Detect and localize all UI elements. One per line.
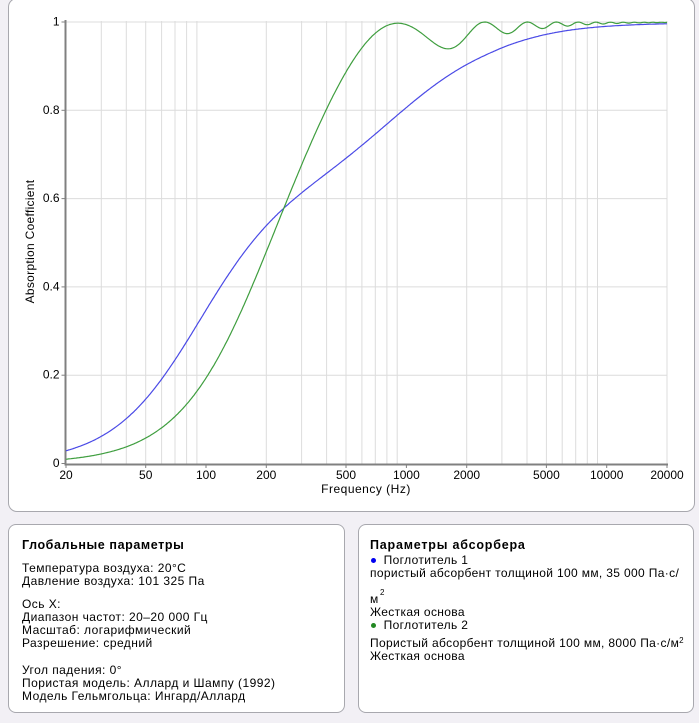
svg-text:500: 500	[336, 468, 356, 482]
svg-text:0.8: 0.8	[43, 103, 60, 117]
svg-text:200: 200	[256, 468, 276, 482]
svg-text:1000: 1000	[393, 468, 420, 482]
svg-text:100: 100	[196, 468, 216, 482]
svg-text:0.4: 0.4	[43, 279, 60, 293]
svg-text:0.2: 0.2	[43, 368, 60, 382]
svg-text:20: 20	[59, 468, 73, 482]
svg-text:0.6: 0.6	[43, 191, 60, 205]
svg-text:0: 0	[53, 456, 60, 470]
svg-text:Absorption Coefficient: Absorption Coefficient	[23, 179, 37, 303]
svg-text:50: 50	[139, 468, 153, 482]
svg-text:5000: 5000	[533, 468, 560, 482]
svg-text:1: 1	[53, 15, 60, 29]
svg-text:Frequency (Hz): Frequency (Hz)	[321, 482, 411, 496]
svg-text:20000: 20000	[650, 468, 684, 482]
svg-text:2000: 2000	[453, 468, 480, 482]
svg-text:10000: 10000	[590, 468, 624, 482]
